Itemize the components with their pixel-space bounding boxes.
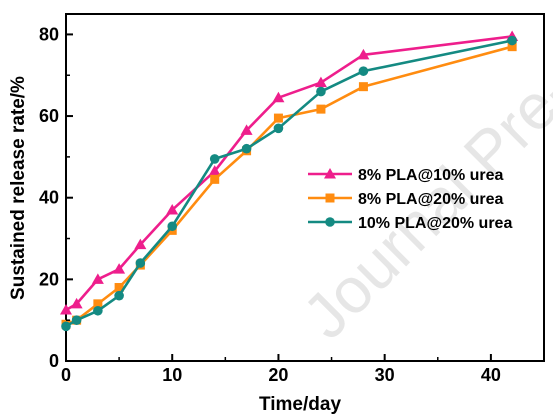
data-point xyxy=(60,303,72,315)
ticks-layer: 0 10 20 30 40 0 20 40 60 80 xyxy=(39,24,501,385)
data-point xyxy=(316,104,326,114)
y-tick-label: 40 xyxy=(39,188,59,208)
data-point xyxy=(316,86,326,97)
legend-entry: 8% PLA@10% urea xyxy=(308,167,504,184)
series-3 xyxy=(61,35,517,332)
x-tick-label: 10 xyxy=(162,365,182,385)
legend: 8% PLA@10% urea 8% PLA@20% urea 10% PLA@20… xyxy=(308,167,512,232)
x-tick-label: 0 xyxy=(61,365,71,385)
data-point xyxy=(324,168,336,179)
data-point xyxy=(325,193,335,203)
data-point xyxy=(114,290,124,301)
data-point xyxy=(166,203,179,215)
data-point xyxy=(135,258,146,268)
x-tick-label: 20 xyxy=(268,365,288,385)
x-axis-title: Time/day xyxy=(259,394,341,415)
data-point xyxy=(61,321,71,332)
data-point xyxy=(91,273,104,284)
data-point xyxy=(507,35,517,46)
plot-frame xyxy=(65,13,545,362)
data-point xyxy=(325,217,335,227)
legend-entry: 10% PLA@20% urea xyxy=(308,215,512,232)
data-point xyxy=(357,48,370,60)
y-tick-label: 0 xyxy=(49,351,59,371)
data-point xyxy=(70,297,83,309)
data-point xyxy=(210,174,220,184)
data-point xyxy=(314,76,327,88)
plot-border xyxy=(65,13,545,362)
y-tick-label: 80 xyxy=(39,24,59,44)
y-axis-title: Sustained release rate/% xyxy=(8,76,29,300)
data-point xyxy=(208,165,221,176)
series-layer xyxy=(60,30,519,332)
x-tick-label: 30 xyxy=(375,365,395,385)
data-point xyxy=(240,124,253,135)
data-point xyxy=(272,91,285,103)
data-point xyxy=(71,315,82,325)
x-tick-label: 40 xyxy=(481,365,501,385)
data-point xyxy=(241,143,252,154)
data-point xyxy=(358,66,369,76)
data-point xyxy=(114,283,124,293)
data-point xyxy=(358,82,368,92)
y-tick-label: 60 xyxy=(39,106,59,126)
legend-entry: 8% PLA@20% urea xyxy=(308,191,504,208)
data-point xyxy=(273,123,284,134)
data-point xyxy=(134,238,147,250)
data-point xyxy=(93,299,103,309)
data-point xyxy=(167,221,178,232)
data-point xyxy=(209,154,220,164)
data-point xyxy=(113,263,126,274)
legend-label: 10% PLA@20% urea xyxy=(358,215,512,232)
legend-label: 8% PLA@20% urea xyxy=(358,191,504,208)
data-point xyxy=(93,305,103,316)
y-tick-label: 20 xyxy=(39,269,59,289)
data-point xyxy=(273,113,283,123)
data-point xyxy=(507,42,517,52)
legend-label: 8% PLA@10% urea xyxy=(358,167,504,184)
